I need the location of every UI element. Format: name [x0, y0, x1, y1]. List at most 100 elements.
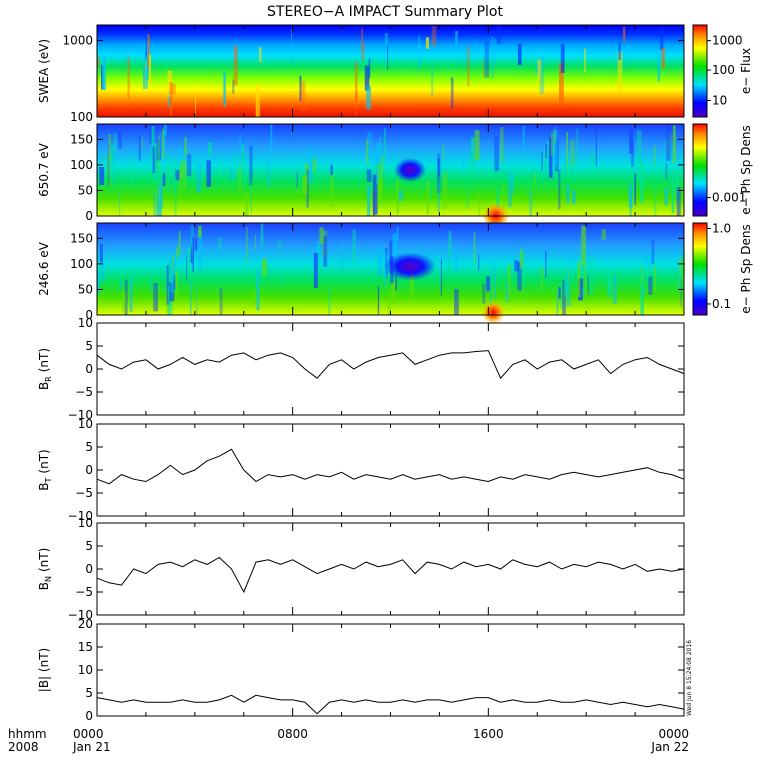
- bmag-ylabel: |B| (nT): [37, 648, 51, 692]
- swea-texture: [97, 25, 665, 117]
- pad246-streak: [562, 279, 566, 315]
- pad650-streak: [572, 190, 576, 204]
- swea-streak: [431, 26, 437, 47]
- pad650-streak: [130, 158, 133, 186]
- pad246-streak: [328, 288, 331, 315]
- swea-streak: [366, 86, 371, 110]
- pad246-streak: [164, 268, 168, 295]
- pad246-streak: [186, 247, 191, 275]
- pad650-streak: [372, 174, 378, 215]
- pad246-streak: [119, 280, 122, 292]
- pad246-streak: [175, 271, 178, 299]
- bt-frame: [96, 423, 685, 517]
- swea-streak: [361, 28, 363, 52]
- pad246-streak: [473, 232, 476, 265]
- pad650-streak: [470, 137, 475, 173]
- pad246-streak: [388, 240, 393, 266]
- bt-ytick-label: 5: [85, 440, 93, 454]
- pad246-streak: [440, 259, 442, 296]
- pad246-streak: [168, 261, 173, 283]
- bmag-ytick-label: 5: [85, 686, 93, 700]
- pad650-minimum-feature: [394, 158, 427, 182]
- swea-streak: [355, 62, 358, 102]
- time-ticks: [96, 25, 685, 716]
- swea-streak: [455, 31, 458, 46]
- pad246-streak: [173, 274, 176, 290]
- pad246-streak: [395, 274, 397, 291]
- pad246-streak: [218, 237, 222, 249]
- pad246-streak: [377, 285, 380, 315]
- br-ytick-label: 10: [78, 316, 93, 330]
- bt-ylabel: BT(nT): [37, 449, 53, 490]
- bt-y-axis: 10 5 0 −5 −10: [68, 417, 684, 523]
- pad650-streak: [478, 192, 481, 216]
- pad650-streak: [672, 125, 676, 163]
- swea-streak: [517, 43, 522, 66]
- pad650-streak: [196, 163, 201, 193]
- pad246-streak: [578, 278, 583, 301]
- bt-ytick-label: −5: [75, 486, 93, 500]
- pad246-streak: [387, 289, 391, 315]
- pad246-streak: [677, 270, 682, 292]
- pad650-ytick-label: 100: [70, 158, 93, 172]
- swea-streak: [361, 43, 365, 61]
- bmag-ytick-label: 20: [78, 617, 93, 631]
- x-tick-time-label: 0000: [73, 727, 104, 741]
- pad650-streak: [175, 170, 180, 181]
- pad650-streak: [547, 140, 551, 169]
- swea-streak: [491, 36, 494, 79]
- pad246-streak: [255, 234, 256, 250]
- bn-ytick-label: 5: [85, 539, 93, 553]
- pad650-streak: [511, 174, 515, 195]
- swea-streak: [497, 25, 501, 44]
- pad246-streak: [507, 264, 511, 303]
- pad246-streak: [454, 250, 458, 272]
- pad650-streak: [529, 189, 533, 216]
- pad650-panel: 150 100 50 0 650.7 eV 0.001 e− Ph Sp Dens: [37, 123, 753, 230]
- swea-streak: [384, 33, 389, 51]
- pad246-streak: [448, 231, 452, 256]
- pad246-streak: [178, 231, 181, 255]
- pad650-streak: [396, 179, 399, 214]
- swea-streak: [355, 92, 357, 117]
- pad246-colorbar: [692, 222, 708, 316]
- swea-colorbar-label: e− Flux: [739, 48, 753, 94]
- pad246-ytick-label: 50: [78, 282, 93, 296]
- br-ytick-label: −5: [75, 385, 93, 399]
- pad650-streak: [366, 169, 372, 182]
- pad650-streak: [167, 153, 170, 193]
- swea-streak: [537, 59, 542, 84]
- bmag-panel: 20 15 10 5 0 |B| (nT) Wed Jun 8 15:24:08 201…: [37, 617, 693, 723]
- swea-streak: [484, 40, 490, 78]
- swea-streak: [147, 34, 150, 68]
- swea-streak: [232, 79, 235, 94]
- pad246-streak: [153, 283, 158, 312]
- pad246-streak: [352, 229, 356, 264]
- pad246-streak: [654, 265, 656, 293]
- pad246-ylabel: 246.6 eV: [37, 241, 51, 296]
- pad650-cbar-tick-label: 0.001: [712, 191, 746, 205]
- pad246-streak: [560, 283, 564, 309]
- pad650-streak: [437, 183, 440, 212]
- pad650-streak: [442, 142, 444, 159]
- pad246-streak: [489, 269, 492, 312]
- pad650-streak: [175, 175, 177, 214]
- pad246-minimum-feature: [384, 252, 437, 281]
- pad246-cbar-tick-label: 1.0: [712, 222, 731, 236]
- pad650-streak: [179, 148, 183, 159]
- pad650-streak: [153, 191, 157, 216]
- pad650-streak: [669, 132, 671, 144]
- swea-streak: [145, 37, 147, 58]
- swea-streak: [143, 65, 148, 89]
- pad246-streak: [589, 256, 594, 296]
- pad246-streak: [449, 235, 451, 271]
- pad650-streak: [474, 130, 480, 161]
- pad246-streak: [486, 276, 491, 292]
- pad246-streak: [316, 241, 320, 260]
- pad650-streak: [366, 139, 369, 164]
- pad246-streak: [409, 268, 414, 295]
- plot-title: STEREO−A IMPACT Summary Plot: [267, 4, 504, 20]
- pad650-streak: [164, 125, 167, 136]
- pad246-streak: [313, 252, 318, 288]
